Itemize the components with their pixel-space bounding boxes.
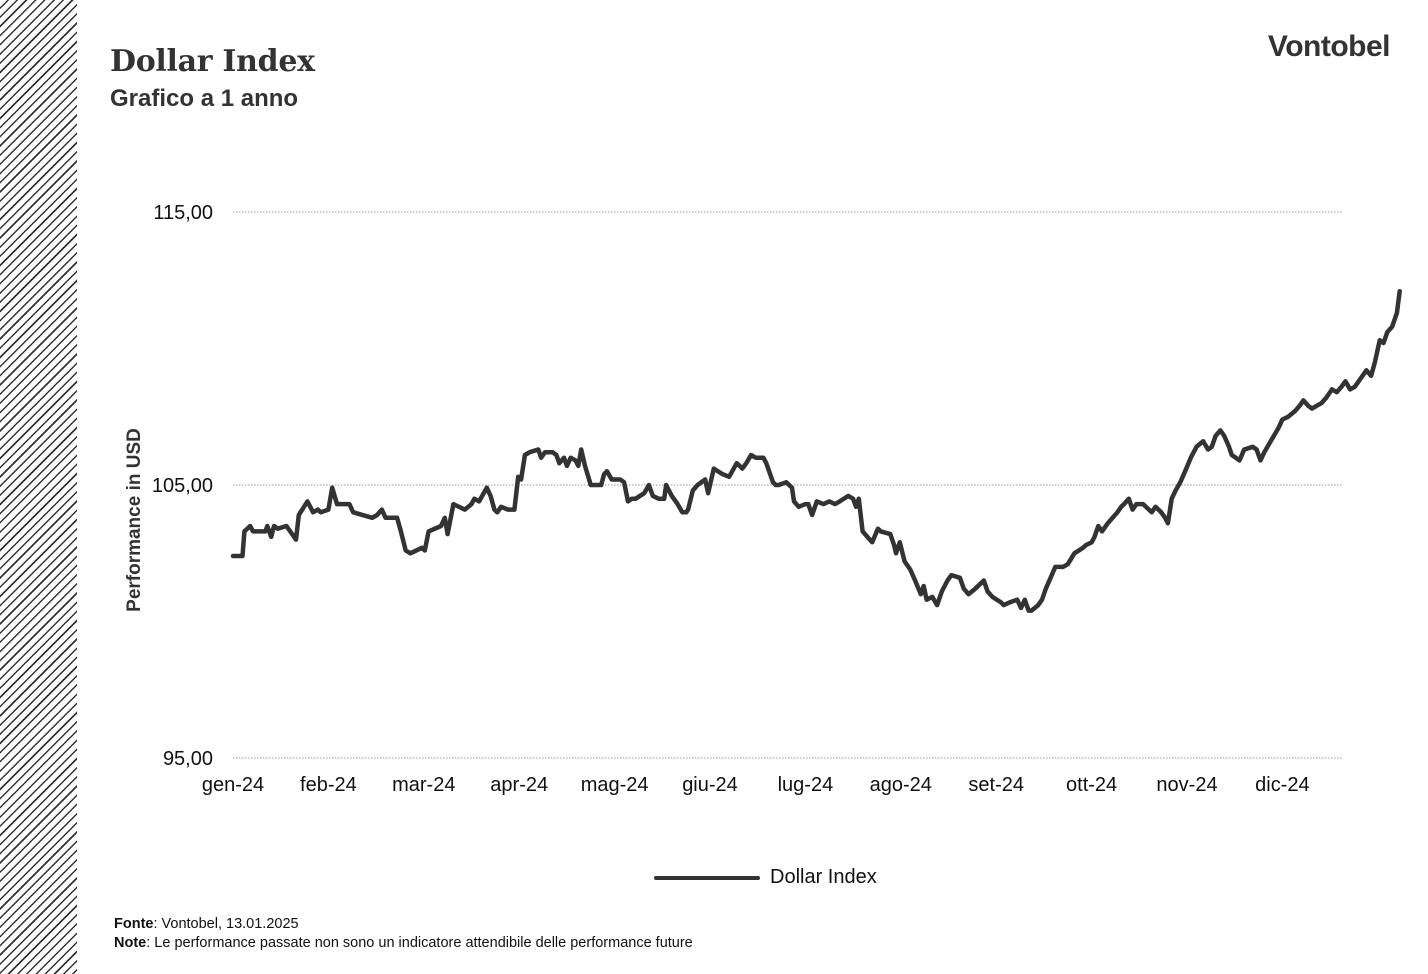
source-footnote: Fonte: Vontobel, 13.01.2025 <box>114 916 299 932</box>
chart-title: Dollar Index <box>110 44 315 79</box>
legend-line-swatch <box>654 875 760 880</box>
legend-label: Dollar Index <box>770 866 877 888</box>
note-footnote: Note: Le performance passate non sono un… <box>114 935 693 951</box>
y-axis-label: Performance in USD <box>124 428 145 612</box>
y-tick-label: 95,00 <box>163 748 213 770</box>
series-group <box>230 288 1402 613</box>
note-text: : Le performance passate non sono un ind… <box>146 935 693 951</box>
brand-logo: Vontobel <box>1267 30 1391 63</box>
x-axis-ticks: gen-24 feb-24 mar-24 apr-24 mag-24 giu-24 lug-… <box>202 774 1310 796</box>
x-tick-label: feb-24 <box>300 774 357 796</box>
legend: Dollar Index <box>654 866 877 889</box>
source-label: Fonte <box>114 916 154 932</box>
x-tick-label: dic-24 <box>1255 774 1309 796</box>
y-tick-label: 115,00 <box>153 202 213 224</box>
grid-lines <box>233 211 1342 759</box>
x-tick-label: apr-24 <box>490 774 548 796</box>
x-tick-label: set-24 <box>968 774 1024 796</box>
x-tick-label: mag-24 <box>581 774 649 796</box>
x-tick-label: ago-24 <box>870 774 932 796</box>
x-tick-label: gen-24 <box>202 774 264 796</box>
source-text: : Vontobel, 13.01.2025 <box>153 916 299 932</box>
note-label: Note <box>114 935 147 951</box>
series-line-dollar-index <box>230 288 1402 613</box>
x-tick-label: nov-24 <box>1156 774 1217 796</box>
hatched-side-band <box>0 0 77 974</box>
y-axis-ticks: 95,00 105,00 115,00 <box>152 202 213 770</box>
x-tick-label: giu-24 <box>682 774 738 796</box>
y-tick-label: 105,00 <box>152 475 213 497</box>
chart-subtitle: Grafico a 1 anno <box>110 85 299 112</box>
x-tick-label: ott-24 <box>1066 774 1117 796</box>
x-tick-label: mar-24 <box>392 774 455 796</box>
x-tick-label: lug-24 <box>778 774 834 796</box>
